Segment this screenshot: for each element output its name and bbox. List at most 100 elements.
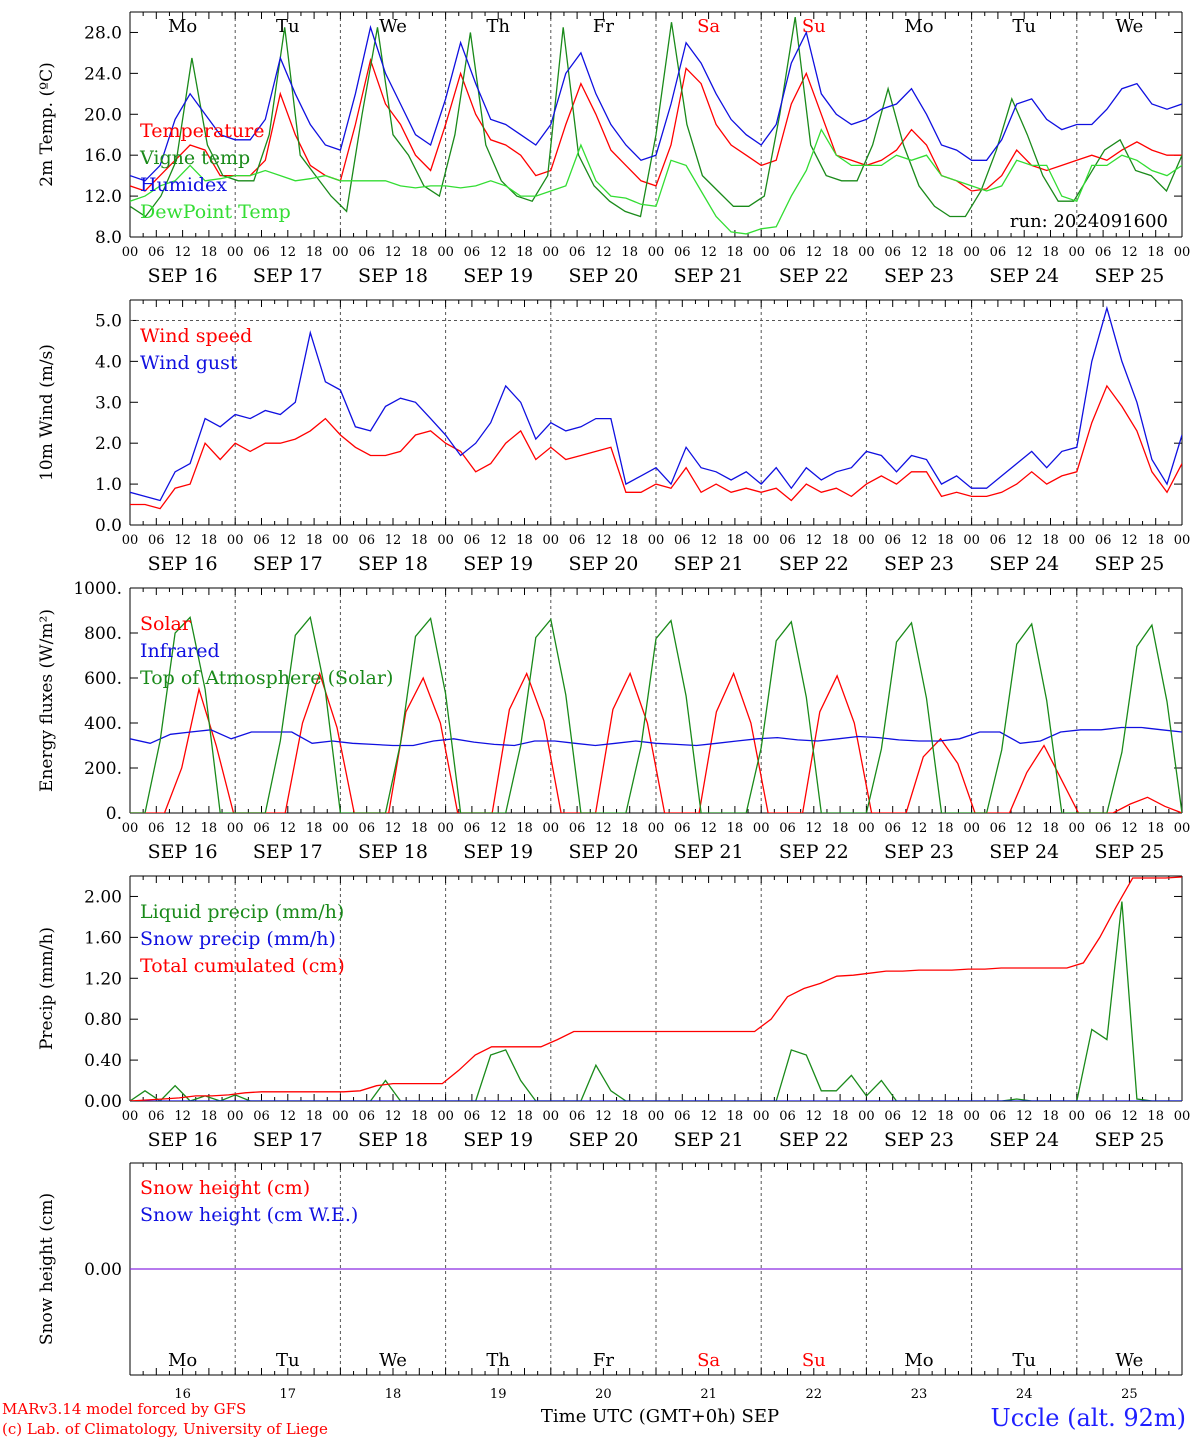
y-tick-label: 24.0 xyxy=(84,64,122,84)
legend-entry: Liquid precip (mm/h) xyxy=(140,901,344,923)
y-tick-label: 5.0 xyxy=(95,311,122,331)
x-tick-label: 00 xyxy=(963,245,980,260)
x-tick-label: 18 xyxy=(937,1109,954,1124)
x-tick-label: 06 xyxy=(148,1109,165,1124)
date-label: SEP 23 xyxy=(884,265,954,287)
date-label: SEP 25 xyxy=(1094,265,1164,287)
day-number: 21 xyxy=(700,1387,717,1402)
y-tick-label: 400. xyxy=(84,714,122,734)
date-label: SEP 21 xyxy=(674,1129,744,1151)
x-tick-label: 18 xyxy=(306,1109,323,1124)
x-tick-label: 12 xyxy=(806,533,823,548)
x-tick-label: 06 xyxy=(990,821,1007,836)
x-tick-label: 00 xyxy=(122,533,139,548)
series-line xyxy=(130,615,1182,813)
x-tick-label: 12 xyxy=(700,245,717,260)
legend-entry: Snow height (cm W.E.) xyxy=(140,1204,358,1226)
series-line xyxy=(130,128,1182,235)
x-tick-label: 00 xyxy=(543,1109,560,1124)
date-label: SEP 21 xyxy=(674,553,744,575)
x-tick-label: 00 xyxy=(1174,245,1191,260)
x-tick-label: 12 xyxy=(1121,533,1138,548)
y-tick-label: 0. xyxy=(106,804,122,824)
date-label: SEP 17 xyxy=(253,265,323,287)
x-tick-label: 06 xyxy=(148,245,165,260)
weekday-label: Tu xyxy=(276,1350,300,1371)
x-tick-label: 00 xyxy=(648,821,665,836)
x-tick-label: 06 xyxy=(358,533,375,548)
date-label: SEP 20 xyxy=(568,841,638,863)
legend-entry: Solar xyxy=(140,613,192,635)
x-tick-label: 12 xyxy=(1016,533,1033,548)
y-tick-label: 20.0 xyxy=(84,105,122,125)
y-axis-label: Energy fluxes (W/m²) xyxy=(37,609,57,792)
x-tick-label: 00 xyxy=(332,1109,349,1124)
panel-1: 8.0 12.0 16.0 20.0 24.0 28.0 2m Temp. (ºC) 00 06… xyxy=(37,11,1191,287)
x-tick-label: 00 xyxy=(332,821,349,836)
series-line xyxy=(130,901,1182,1101)
x-tick-label: 18 xyxy=(937,533,954,548)
x-tick-label: 12 xyxy=(700,821,717,836)
x-tick-label: 06 xyxy=(674,1109,691,1124)
x-tick-label: 12 xyxy=(490,245,507,260)
x-tick-label: 00 xyxy=(122,821,139,836)
day-number: 18 xyxy=(385,1387,402,1402)
day-number: 17 xyxy=(280,1387,297,1402)
x-tick-label: 12 xyxy=(595,1109,612,1124)
x-tick-label: 06 xyxy=(884,821,901,836)
series-line xyxy=(130,16,1182,218)
x-tick-label: 12 xyxy=(174,821,191,836)
x-tick-label: 00 xyxy=(648,533,665,548)
date-label: SEP 23 xyxy=(884,1129,954,1151)
weekday-label: We xyxy=(1116,16,1144,37)
x-tick-label: 00 xyxy=(437,1109,454,1124)
date-label: SEP 21 xyxy=(674,841,744,863)
x-tick-label: 12 xyxy=(911,1109,928,1124)
x-tick-label: 06 xyxy=(674,245,691,260)
date-label: SEP 25 xyxy=(1094,553,1164,575)
y-tick-label: 2.0 xyxy=(95,434,122,454)
x-tick-label: 06 xyxy=(884,1109,901,1124)
x-tick-label: 00 xyxy=(753,821,770,836)
legend-entry: Snow height (cm) xyxy=(140,1177,310,1199)
x-tick-label: 06 xyxy=(990,533,1007,548)
x-tick-label: 18 xyxy=(516,821,533,836)
x-tick-label: 12 xyxy=(700,1109,717,1124)
legend-entry: Vigne temp xyxy=(139,147,250,169)
x-tick-label: 12 xyxy=(1121,1109,1138,1124)
x-tick-label: 00 xyxy=(1069,821,1086,836)
x-tick-label: 18 xyxy=(411,821,428,836)
x-tick-label: 18 xyxy=(832,533,849,548)
weekday-label: Su xyxy=(802,1350,826,1371)
y-tick-label: 16.0 xyxy=(84,146,122,166)
weekday-label: Su xyxy=(802,16,826,37)
x-tick-label: 06 xyxy=(253,1109,270,1124)
date-label: SEP 17 xyxy=(253,841,323,863)
date-label: SEP 22 xyxy=(779,553,849,575)
x-axis-title: Time UTC (GMT+0h) SEP xyxy=(541,1406,779,1427)
day-number: 20 xyxy=(595,1387,612,1402)
x-tick-label: 06 xyxy=(358,1109,375,1124)
panel-3: 0. 200. 400. 600. 800. 1000. Energy fluxes (W/… xyxy=(37,579,1190,863)
model-credit-text: MARv3.14 model forced by GFS xyxy=(2,1400,247,1418)
x-tick-label: 18 xyxy=(411,533,428,548)
date-label: SEP 20 xyxy=(568,265,638,287)
x-tick-label: 00 xyxy=(648,245,665,260)
x-tick-label: 00 xyxy=(963,821,980,836)
x-tick-label: 18 xyxy=(621,245,638,260)
y-tick-label: 600. xyxy=(84,669,122,689)
x-tick-label: 00 xyxy=(543,821,560,836)
x-tick-label: 00 xyxy=(122,245,139,260)
y-tick-label: 4.0 xyxy=(95,352,122,372)
x-tick-label: 18 xyxy=(1147,1109,1164,1124)
x-tick-label: 18 xyxy=(411,245,428,260)
date-label: SEP 19 xyxy=(463,1129,533,1151)
weekday-label: We xyxy=(1116,1350,1144,1371)
run-annotation: run: 2024091600 xyxy=(1010,211,1168,232)
x-tick-label: 12 xyxy=(490,1109,507,1124)
x-tick-label: 18 xyxy=(516,245,533,260)
date-label: SEP 24 xyxy=(989,553,1059,575)
x-tick-label: 18 xyxy=(201,1109,218,1124)
legend-entry: Snow precip (mm/h) xyxy=(140,928,336,950)
legend-entry: Wind speed xyxy=(140,325,252,347)
